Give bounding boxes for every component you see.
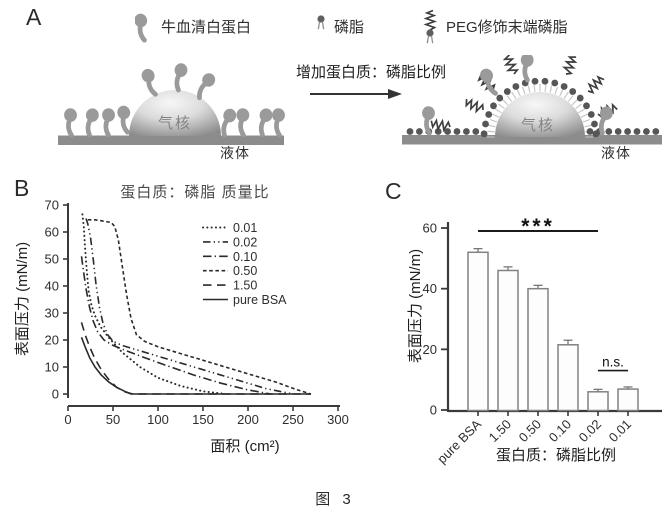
- svg-text:50: 50: [106, 412, 120, 427]
- svg-text:n.s.: n.s.: [602, 355, 624, 370]
- panel-a-label: A: [26, 4, 42, 30]
- svg-text:蛋白质：磷脂 质量比: 蛋白质：磷脂 质量比: [120, 184, 269, 201]
- panel-c-label: C: [385, 178, 402, 204]
- gas-core-label: 气核: [521, 117, 555, 134]
- svg-text:20: 20: [423, 342, 437, 357]
- svg-text:1.50: 1.50: [486, 417, 515, 446]
- svg-text:0.10: 0.10: [233, 250, 257, 264]
- phospholipid-icon: [316, 14, 326, 30]
- svg-text:150: 150: [192, 412, 214, 427]
- bar-pure BSA: [467, 251, 489, 412]
- bsa-protein-icon: [135, 9, 155, 43]
- diagram-after: 气核 液体: [402, 55, 662, 161]
- increase-ratio-arrow: [310, 89, 402, 99]
- svg-text:60: 60: [45, 225, 59, 240]
- svg-text:0.50: 0.50: [233, 264, 257, 278]
- panel-b-label: B: [14, 175, 30, 201]
- bar-1.50: [497, 269, 519, 412]
- bar-0.10: [557, 344, 579, 412]
- svg-text:蛋白质：磷脂比例: 蛋白质：磷脂比例: [496, 447, 616, 464]
- legend-label-bsa: 牛血清白蛋白: [161, 18, 252, 36]
- legend-item-phospholipid: 磷脂: [314, 14, 364, 38]
- svg-text:40: 40: [45, 279, 59, 294]
- legend-label-peg-lipid: PEG修饰末端磷脂: [446, 18, 568, 36]
- svg-text:200: 200: [237, 412, 259, 427]
- svg-text:0.01: 0.01: [233, 221, 257, 235]
- legend-item-bsa: 牛血清白蛋白: [135, 9, 251, 43]
- svg-text:表面压力 (mN/m): 表面压力 (mN/m): [14, 242, 31, 356]
- svg-text:0.10: 0.10: [546, 417, 575, 446]
- svg-text:***: ***: [521, 215, 555, 238]
- svg-text:0.01: 0.01: [606, 417, 635, 446]
- svg-text:0.50: 0.50: [516, 417, 545, 446]
- figure-caption: 图 3: [315, 491, 355, 508]
- bar-0.02: [587, 391, 609, 412]
- peg-lipid-icon: [425, 9, 436, 44]
- bar-0.01: [617, 388, 639, 412]
- svg-text:pure BSA: pure BSA: [233, 293, 287, 307]
- svg-text:0.02: 0.02: [576, 417, 605, 446]
- svg-text:300: 300: [327, 412, 349, 427]
- liquid-surface: [402, 135, 662, 145]
- lipid-corona: [480, 77, 600, 138]
- gas-core-label: 气核: [158, 115, 192, 132]
- svg-text:10: 10: [45, 360, 59, 375]
- svg-text:50: 50: [45, 252, 59, 267]
- svg-text:0: 0: [64, 412, 71, 427]
- svg-text:40: 40: [423, 281, 437, 296]
- bar-0.50: [527, 287, 549, 412]
- svg-text:pure BSA: pure BSA: [434, 416, 484, 466]
- svg-text:1.50: 1.50: [233, 279, 257, 293]
- svg-text:0.02: 0.02: [233, 235, 257, 249]
- svg-text:100: 100: [147, 412, 169, 427]
- svg-text:表面压力 (mN/m): 表面压力 (mN/m): [407, 249, 424, 363]
- panel-c-plot: 0 20 40 60 pure BSA 1.50 0.50 0.10 0.02 0.01 *** n.…: [407, 215, 662, 466]
- svg-text:20: 20: [45, 333, 59, 348]
- legend-item-peg-lipid: PEG修饰末端磷脂: [420, 7, 568, 45]
- svg-text:0: 0: [52, 387, 59, 402]
- svg-text:面积 (cm²): 面积 (cm²): [210, 438, 279, 455]
- gas-core-dome: [495, 92, 585, 137]
- increase-ratio-label: 增加蛋白质：磷脂比例: [295, 64, 446, 81]
- gas-core-dome: [129, 90, 221, 136]
- svg-text:60: 60: [423, 221, 437, 236]
- diagram-before: 气核 液体: [58, 56, 290, 161]
- legend-label-phospholipid: 磷脂: [334, 18, 365, 36]
- liquid-label: 液体: [220, 145, 250, 161]
- panel-b-plot: 0 50 100 150 200 250 300 0 10 20 30 40 50 60 70 蛋白质：磷脂 …: [14, 184, 349, 455]
- svg-text:30: 30: [45, 306, 59, 321]
- svg-text:0: 0: [430, 403, 437, 418]
- liquid-label: 液体: [601, 145, 631, 161]
- liquid-surface: [58, 135, 284, 145]
- svg-text:250: 250: [282, 412, 304, 427]
- svg-text:70: 70: [45, 198, 59, 213]
